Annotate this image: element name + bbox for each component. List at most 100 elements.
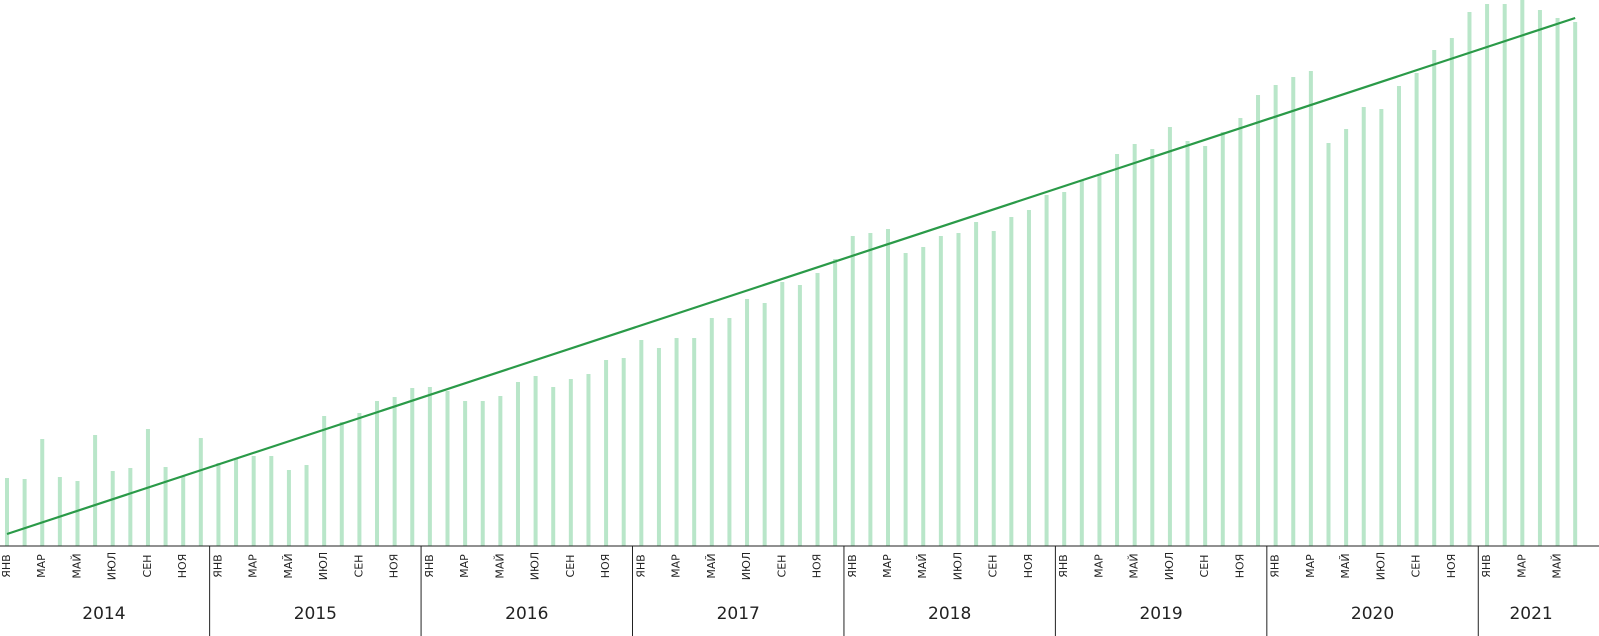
month-label: ЯНВ [1480, 554, 1493, 577]
bar [286, 470, 291, 546]
month-label: МАЙ [916, 553, 929, 578]
bar [234, 459, 239, 546]
year-label: 2014 [82, 604, 125, 624]
bar [568, 379, 573, 546]
bar [163, 467, 168, 546]
bar [1573, 22, 1578, 546]
bar [1238, 118, 1243, 546]
month-label: ЯНВ [0, 554, 13, 577]
bar [1185, 141, 1190, 546]
bar [1097, 174, 1102, 546]
bar [375, 401, 380, 546]
bar [498, 396, 503, 546]
bar [1308, 71, 1313, 546]
bar [762, 303, 767, 546]
month-label: ЯНВ [1269, 554, 1282, 577]
month-label: ЯНВ [423, 554, 436, 577]
month-label: МАР [35, 554, 48, 578]
month-label: ИЮЛ [951, 552, 964, 580]
bar [1344, 129, 1349, 546]
month-label: ИЮЛ [106, 552, 119, 580]
bar [1555, 18, 1560, 546]
bar [1537, 10, 1542, 546]
bar [410, 388, 415, 546]
month-label: СЕН [141, 555, 154, 578]
month-label: МАЙ [1551, 553, 1564, 578]
bar [1414, 73, 1419, 546]
bar [692, 338, 697, 546]
bar [110, 471, 115, 546]
month-label: ЯНВ [211, 554, 224, 577]
bar [1467, 12, 1472, 546]
bar [1485, 4, 1490, 546]
month-label: МАЙ [493, 553, 506, 578]
bar [1291, 77, 1296, 546]
bar [797, 285, 802, 546]
month-label: ЯНВ [846, 554, 859, 577]
bar [1167, 127, 1172, 546]
month-label: СЕН [564, 555, 577, 578]
month-label: МАЙ [1339, 553, 1352, 578]
month-label: ИЮЛ [1374, 552, 1387, 580]
month-label: МАР [458, 554, 471, 578]
bar [938, 236, 943, 546]
bar [181, 476, 186, 546]
month-label: СЕН [1410, 555, 1423, 578]
bar [480, 401, 485, 546]
bar [22, 479, 27, 546]
bar [815, 273, 820, 546]
month-label: ЯНВ [634, 554, 647, 577]
bar [1256, 95, 1261, 546]
month-label: ИЮЛ [740, 552, 753, 580]
bar [1062, 192, 1067, 546]
bar [551, 387, 556, 546]
month-label: ИЮЛ [317, 552, 330, 580]
bar [251, 456, 256, 546]
bar [727, 318, 732, 546]
bar [269, 456, 274, 546]
bar [1361, 107, 1366, 546]
month-label: МАЙ [1128, 553, 1141, 578]
bar [1009, 217, 1014, 546]
bar [392, 397, 397, 546]
year-label: 2015 [294, 604, 337, 624]
month-label: СЕН [1198, 555, 1211, 578]
month-label: МАЙ [70, 553, 83, 578]
year-label: 2018 [928, 604, 971, 624]
bar [1220, 132, 1225, 546]
year-label: 2017 [717, 604, 760, 624]
bar [533, 376, 538, 546]
bar [463, 401, 468, 546]
month-label: НОЯ [599, 554, 612, 579]
year-label: 2019 [1139, 604, 1182, 624]
month-label: НОЯ [1022, 554, 1035, 579]
month-label: МАЙ [705, 553, 718, 578]
year-label: 2016 [505, 604, 548, 624]
bar [1115, 154, 1120, 546]
month-label: НОЯ [811, 554, 824, 579]
bar [780, 282, 785, 546]
bar [1273, 85, 1278, 546]
bar [639, 340, 644, 546]
month-label: ЯНВ [1057, 554, 1070, 577]
bar [974, 222, 979, 546]
month-label: МАР [1092, 554, 1105, 578]
month-label: НОЯ [176, 554, 189, 579]
bar [1432, 50, 1437, 546]
bar [515, 382, 520, 546]
bar [1026, 210, 1031, 546]
bar [445, 391, 450, 546]
bar [868, 233, 873, 546]
trend-line [6, 16, 1576, 536]
bar [621, 358, 626, 546]
bar [40, 439, 45, 546]
bar [57, 477, 62, 546]
month-label: СЕН [775, 555, 788, 578]
bar [745, 299, 750, 546]
bar [1079, 180, 1084, 546]
bar [128, 468, 133, 546]
month-label: СЕН [352, 555, 365, 578]
year-label: 2021 [1509, 604, 1552, 624]
year-label: 2020 [1351, 604, 1394, 624]
